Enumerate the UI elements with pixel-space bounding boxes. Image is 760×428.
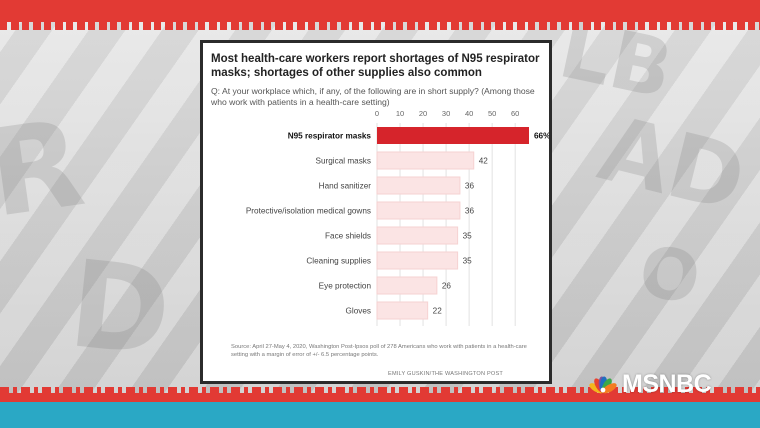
bottom-blue-band — [0, 402, 760, 428]
bar — [376, 276, 438, 295]
data-label: 35 — [463, 232, 473, 241]
x-tick-label: 20 — [419, 109, 427, 118]
data-label: 36 — [465, 207, 475, 216]
bar — [376, 226, 459, 245]
bar — [376, 201, 461, 220]
bar — [376, 251, 459, 270]
chart-source: Source: April 27-May 4, 2020, Washington… — [231, 344, 527, 358]
peacock-body — [600, 387, 606, 393]
chart-title: Most health-care workers report shortage… — [211, 53, 540, 79]
bar — [376, 176, 461, 195]
data-label: 36 — [465, 182, 475, 191]
category-label: Gloves — [346, 307, 371, 316]
x-tick-label: 40 — [465, 109, 473, 118]
data-label: 42 — [479, 157, 489, 166]
chart-question: Q: At your workplace which, if any, of t… — [211, 86, 535, 107]
bar — [376, 301, 429, 320]
bar — [377, 127, 529, 144]
category-label: Hand sanitizer — [319, 182, 372, 191]
data-label: 26 — [442, 282, 452, 291]
x-tick-label: 60 — [511, 109, 519, 118]
chart-credit: EMILY GUSKIN/THE WASHINGTON POST — [388, 371, 503, 377]
data-label: 22 — [433, 307, 443, 316]
msnbc-wordmark: MSNBC — [622, 370, 712, 398]
category-label: Face shields — [325, 232, 371, 241]
x-tick-label: 0 — [375, 109, 379, 118]
data-label: 35 — [463, 257, 473, 266]
bar-chart: 0 10 20 30 40 50 60 N95 respirator masks 66% Surg… — [246, 109, 549, 326]
bar — [376, 151, 475, 170]
chart-card: Most health-care workers report shortage… — [200, 40, 552, 384]
peacock-icon — [589, 376, 617, 394]
bottom-red-stripe — [0, 387, 760, 404]
x-tick-label: 10 — [396, 109, 404, 118]
category-label: Cleaning supplies — [306, 257, 371, 266]
x-tick-label: 50 — [488, 109, 496, 118]
data-label: 66% — [534, 132, 549, 141]
category-label: Eye protection — [319, 282, 372, 291]
x-tick-label: 30 — [442, 109, 450, 118]
top-red-stripe — [0, 0, 760, 30]
msnbc-logo: MSNBC — [586, 370, 736, 398]
category-label: Protective/isolation medical gowns — [246, 207, 371, 216]
peacock-feather — [602, 383, 617, 394]
category-label: N95 respirator masks — [288, 132, 372, 141]
category-label: Surgical masks — [315, 157, 371, 166]
